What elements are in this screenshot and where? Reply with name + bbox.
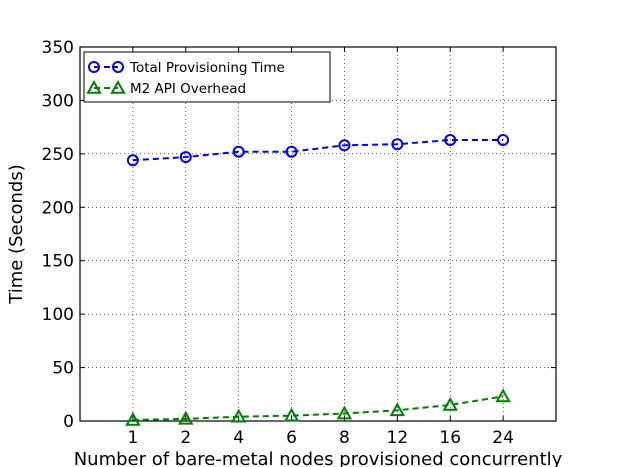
- y-tick-label: 350: [42, 38, 74, 58]
- legend-marker: [86, 79, 102, 94]
- series-group: [125, 133, 511, 426]
- data-point: [389, 402, 406, 417]
- x-tick-label: 8: [339, 428, 350, 448]
- x-tick-label: 1: [127, 428, 138, 448]
- y-tick-label: 300: [42, 91, 74, 111]
- x-tick-label: 16: [439, 428, 461, 448]
- data-point: [338, 139, 351, 152]
- legend-entry-label: M2 API Overhead: [130, 81, 246, 97]
- series-line-0: [132, 138, 504, 162]
- data-point: [283, 407, 300, 422]
- x-tick-label: 6: [286, 428, 297, 448]
- data-point: [442, 396, 458, 411]
- plot-frame: [79, 46, 557, 422]
- data-point: [497, 133, 510, 146]
- y-tick-label: 200: [42, 198, 74, 218]
- y-tick-label: 150: [42, 252, 74, 272]
- legend-marker: [112, 61, 124, 73]
- data-point: [444, 133, 457, 146]
- y-axis-label: Time (Seconds): [6, 164, 27, 304]
- y-tick-label: 0: [63, 412, 74, 432]
- x-tick-label: 24: [492, 428, 514, 448]
- x-tick-label: 12: [387, 428, 409, 448]
- data-point: [495, 388, 511, 403]
- grid: [80, 47, 556, 421]
- data-point: [126, 154, 139, 167]
- legend-marker: [110, 79, 126, 94]
- legend-entry-label: Total Provisioning Time: [129, 60, 285, 76]
- legend: Total Provisioning Time M2 API Overhead: [83, 51, 331, 103]
- x-axis-label: Number of bare-metal nodes provisioned c…: [74, 449, 563, 467]
- data-point: [391, 138, 404, 151]
- x-tick-label: 2: [180, 428, 191, 448]
- x-tick-label: 4: [233, 428, 244, 448]
- y-tick-label: 250: [42, 145, 74, 165]
- data-point: [125, 411, 141, 426]
- y-tick-label: 50: [52, 359, 74, 379]
- data-point: [336, 405, 353, 420]
- data-point: [179, 151, 192, 164]
- y-tick-label: 100: [42, 305, 74, 325]
- data-point: [230, 408, 247, 423]
- data-point: [232, 145, 245, 158]
- legend-marker: [88, 61, 100, 73]
- data-point: [178, 410, 194, 425]
- data-point: [285, 145, 298, 158]
- series-line-1: [132, 395, 504, 421]
